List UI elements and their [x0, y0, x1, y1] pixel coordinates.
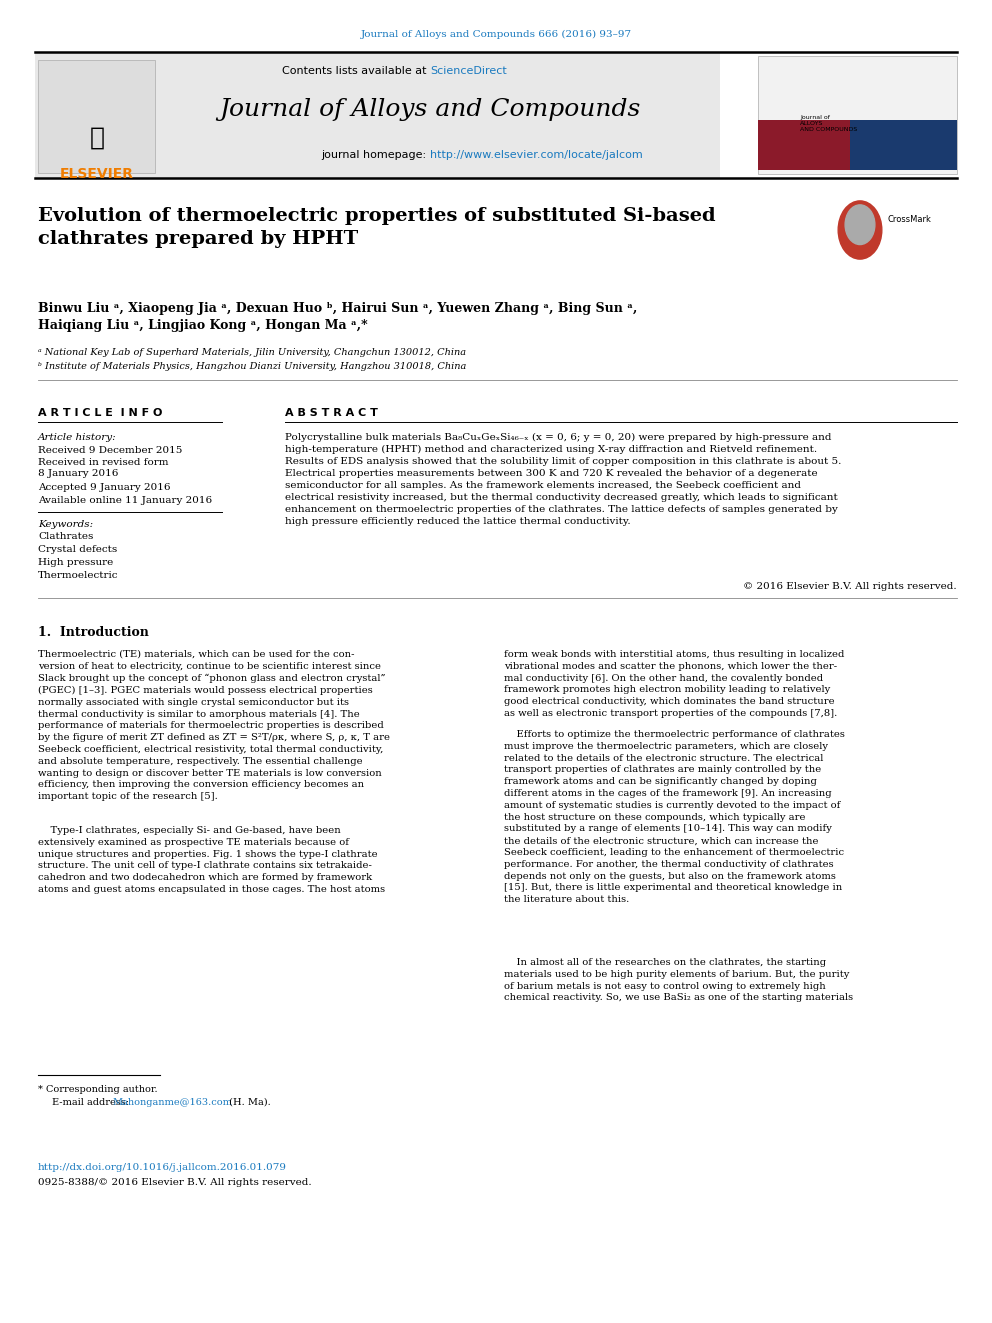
Text: 1.  Introduction: 1. Introduction	[38, 626, 149, 639]
Circle shape	[838, 201, 882, 259]
Text: © 2016 Elsevier B.V. All rights reserved.: © 2016 Elsevier B.V. All rights reserved…	[743, 582, 957, 591]
Text: E-mail address:: E-mail address:	[52, 1098, 132, 1107]
Text: form weak bonds with interstitial atoms, thus resulting in localized
vibrational: form weak bonds with interstitial atoms,…	[504, 650, 844, 718]
Text: (H. Ma).: (H. Ma).	[226, 1098, 271, 1107]
Text: High pressure: High pressure	[38, 558, 113, 568]
Text: http://www.elsevier.com/locate/jalcom: http://www.elsevier.com/locate/jalcom	[430, 149, 643, 160]
Text: Thermoelectric (TE) materials, which can be used for the con-
version of heat to: Thermoelectric (TE) materials, which can…	[38, 650, 390, 802]
Text: A R T I C L E  I N F O: A R T I C L E I N F O	[38, 407, 163, 418]
Text: Clathrates: Clathrates	[38, 532, 93, 541]
Text: Journal of Alloys and Compounds 666 (2016) 93–97: Journal of Alloys and Compounds 666 (201…	[360, 30, 632, 40]
Text: Type-I clathrates, especially Si- and Ge-based, have been
extensively examined a: Type-I clathrates, especially Si- and Ge…	[38, 826, 385, 894]
Text: ᵃ National Key Lab of Superhard Materials, Jilin University, Changchun 130012, C: ᵃ National Key Lab of Superhard Material…	[38, 348, 466, 357]
Text: Thermoelectric: Thermoelectric	[38, 572, 118, 579]
Circle shape	[845, 205, 875, 245]
Bar	[38, 60, 155, 173]
Text: ᵇ Institute of Materials Physics, Hangzhou Dianzi University, Hangzhou 310018, C: ᵇ Institute of Materials Physics, Hangzh…	[38, 363, 466, 370]
Text: Mahonganme@163.com: Mahonganme@163.com	[112, 1098, 232, 1107]
Text: 0925-8388/© 2016 Elsevier B.V. All rights reserved.: 0925-8388/© 2016 Elsevier B.V. All right…	[38, 1177, 311, 1187]
Text: 🌳: 🌳	[89, 126, 104, 149]
Text: Polycrystalline bulk materials Ba₈CuₓGeₓSi₄₆₋ₓ (x = 0, 6; y = 0, 20) were prepar: Polycrystalline bulk materials Ba₈CuₓGeₓ…	[285, 433, 841, 525]
Text: Accepted 9 January 2016: Accepted 9 January 2016	[38, 483, 171, 492]
Text: In almost all of the researches on the clathrates, the starting
materials used t: In almost all of the researches on the c…	[504, 958, 853, 1003]
Text: Evolution of thermoelectric properties of substituted Si-based
clathrates prepar: Evolution of thermoelectric properties o…	[38, 206, 715, 247]
Text: http://dx.doi.org/10.1016/j.jallcom.2016.01.079: http://dx.doi.org/10.1016/j.jallcom.2016…	[38, 1163, 287, 1172]
Text: Contents lists available at: Contents lists available at	[282, 66, 430, 75]
Text: Binwu Liu ᵃ, Xiaopeng Jia ᵃ, Dexuan Huo ᵇ, Hairui Sun ᵃ, Yuewen Zhang ᵃ, Bing Su: Binwu Liu ᵃ, Xiaopeng Jia ᵃ, Dexuan Huo …	[38, 302, 638, 332]
Text: ScienceDirect: ScienceDirect	[430, 66, 507, 75]
Bar	[850, 120, 957, 169]
Text: * Corresponding author.: * Corresponding author.	[38, 1085, 158, 1094]
Text: Available online 11 January 2016: Available online 11 January 2016	[38, 496, 212, 505]
Text: Efforts to optimize the thermoelectric performance of clathrates
must improve th: Efforts to optimize the thermoelectric p…	[504, 730, 845, 904]
Text: Received 9 December 2015: Received 9 December 2015	[38, 446, 183, 455]
Text: A B S T R A C T: A B S T R A C T	[285, 407, 378, 418]
Text: Received in revised form
8 January 2016: Received in revised form 8 January 2016	[38, 458, 169, 478]
Bar	[758, 120, 850, 169]
Text: Journal of
ALLOYS
AND COMPOUNDS: Journal of ALLOYS AND COMPOUNDS	[800, 115, 857, 132]
Text: Keywords:: Keywords:	[38, 520, 93, 529]
Text: ELSEVIER: ELSEVIER	[60, 167, 134, 181]
Text: Journal of Alloys and Compounds: Journal of Alloys and Compounds	[219, 98, 641, 120]
Bar	[758, 56, 957, 175]
Bar	[35, 52, 720, 179]
Text: Article history:: Article history:	[38, 433, 117, 442]
Text: Crystal defects: Crystal defects	[38, 545, 117, 554]
Text: CrossMark: CrossMark	[888, 214, 931, 224]
Text: journal homepage:: journal homepage:	[321, 149, 430, 160]
